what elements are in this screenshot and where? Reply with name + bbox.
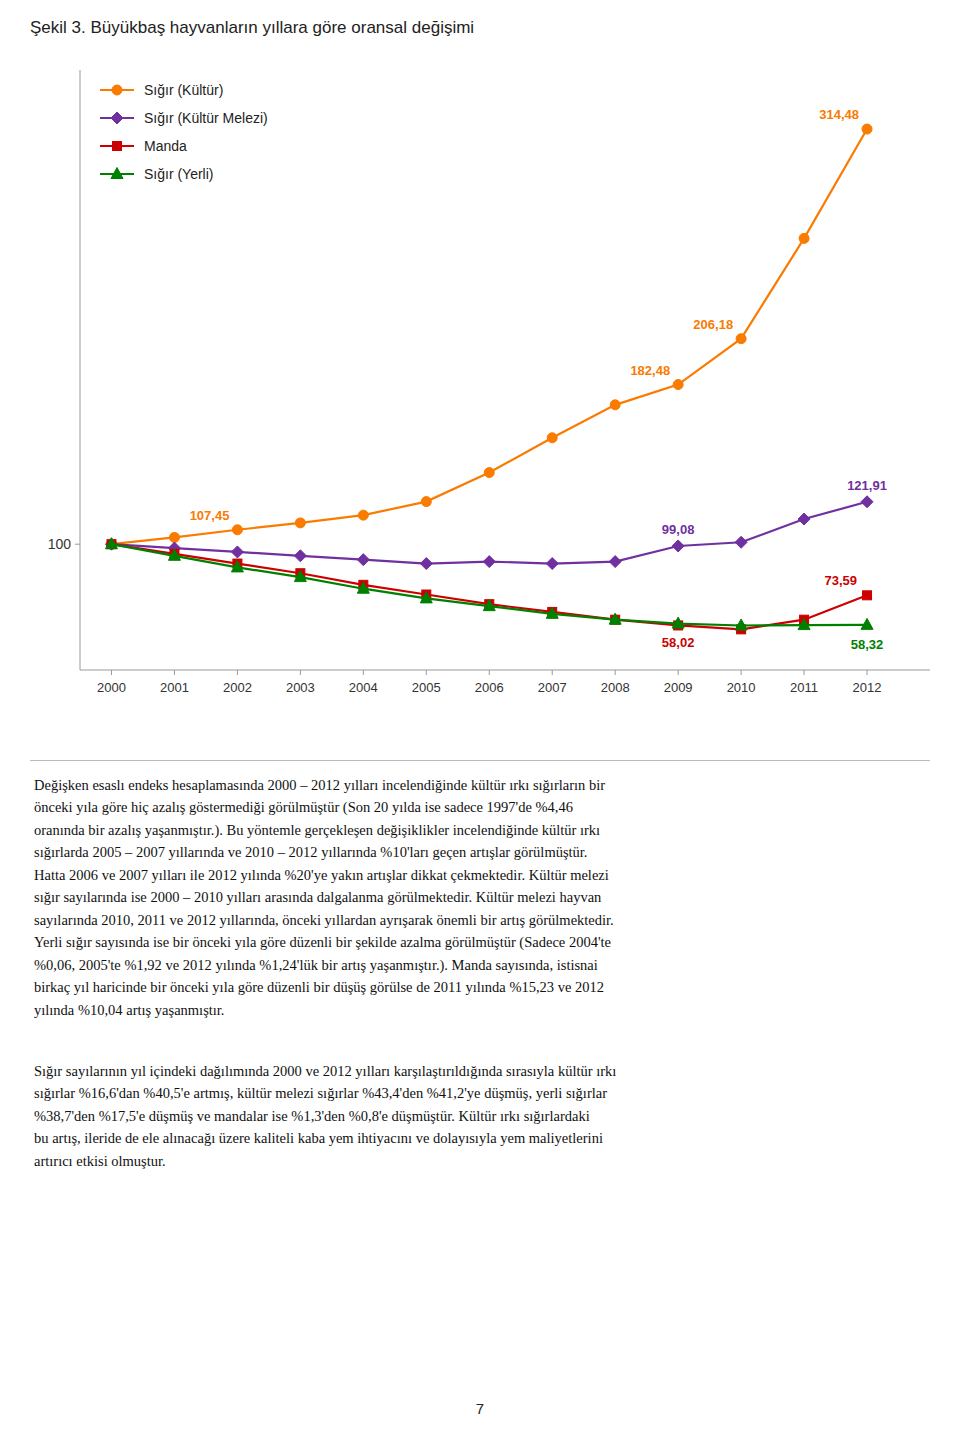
legend-label: Sığır (Kültür): [144, 82, 223, 98]
series-line: [111, 502, 867, 564]
point: [609, 556, 621, 568]
legend-marker: [112, 85, 122, 95]
point: [862, 124, 872, 134]
point: [863, 591, 872, 600]
point: [358, 510, 368, 520]
x-tick: [300, 670, 301, 675]
series-line: [111, 129, 867, 544]
data-label: 206,18: [693, 317, 733, 332]
y-tick: [75, 544, 80, 545]
point: [232, 525, 242, 535]
point: [673, 380, 683, 390]
point: [861, 496, 873, 508]
point: [169, 532, 179, 542]
y-axis: [80, 70, 81, 670]
paragraph: Sığır sayılarının yıl içindeki dağılımın…: [34, 1060, 934, 1172]
point: [420, 592, 432, 603]
legend: Sığır (Kültür) Sığır (Kültür Melezi) Manda…: [100, 82, 268, 182]
point: [483, 556, 495, 568]
x-tick: [489, 670, 490, 675]
x-tick: [741, 670, 742, 675]
x-tick-label: 2010: [727, 680, 756, 695]
x-tick-label: 2012: [853, 680, 882, 695]
legend-marker: [111, 168, 123, 179]
point: [861, 618, 873, 629]
point: [168, 549, 180, 560]
x-tick: [237, 670, 238, 675]
x-tick-label: 2000: [97, 680, 126, 695]
point: [672, 540, 684, 552]
point: [357, 582, 369, 593]
point: [484, 468, 494, 478]
x-tick: [363, 670, 364, 675]
point: [546, 607, 558, 618]
paragraph: Değişken esaslı endeks hesaplamasında 20…: [34, 774, 934, 1021]
chart-title: Şekil 3. Büyükbaş hayvanların yıllara gö…: [30, 18, 474, 38]
point: [231, 546, 243, 558]
point: [672, 617, 684, 628]
point: [546, 558, 558, 570]
x-tick-label: 2004: [349, 680, 378, 695]
point: [735, 619, 747, 630]
data-label: 99,08: [662, 522, 695, 537]
point: [294, 571, 306, 582]
x-tick: [678, 670, 679, 675]
x-tick-label: 2003: [286, 680, 315, 695]
x-tick-label: 2002: [223, 680, 252, 695]
x-tick-label: 2008: [601, 680, 630, 695]
point: [735, 536, 747, 548]
point: [798, 619, 810, 630]
chart: 2000 2001 2002 2003 2004 2005 2006 2007 2008 2009…: [0, 50, 960, 750]
point: [799, 233, 809, 243]
x-tick: [804, 670, 805, 675]
legend-marker: [111, 112, 123, 124]
data-label: 73,59: [824, 573, 857, 588]
legend-label: Sığır (Yerli): [144, 166, 214, 182]
x-tick: [867, 670, 868, 675]
data-label: 182,48: [630, 363, 670, 378]
point: [105, 538, 117, 549]
point: [357, 554, 369, 566]
x-tick: [426, 670, 427, 675]
data-label: 58,02: [662, 635, 695, 650]
x-tick: [111, 670, 112, 675]
legend-label: Manda: [144, 138, 187, 154]
y-tick-label: 100: [48, 536, 72, 552]
point: [295, 518, 305, 528]
series-line: [111, 544, 867, 625]
plot-area: [105, 124, 873, 634]
series-line: [111, 544, 867, 629]
data-label: 107,45: [190, 508, 230, 523]
x-tick: [552, 670, 553, 675]
x-tick-label: 2001: [160, 680, 189, 695]
x-tick-label: 2011: [790, 680, 818, 695]
point: [610, 400, 620, 410]
x-tick-label: 2009: [664, 680, 693, 695]
x-axis: [80, 670, 930, 671]
point: [736, 334, 746, 344]
legend-marker: [113, 142, 122, 151]
point: [231, 561, 243, 572]
point: [421, 497, 431, 507]
data-label: 58,32: [851, 637, 884, 652]
point: [420, 558, 432, 570]
x-tick-label: 2005: [412, 680, 441, 695]
point: [798, 513, 810, 525]
legend-label: Sığır (Kültür Melezi): [144, 110, 268, 126]
data-label: 121,91: [847, 478, 887, 493]
separator: [30, 760, 930, 761]
point: [294, 550, 306, 562]
point: [483, 600, 495, 611]
data-label: 314,48: [819, 107, 859, 122]
page-number: 7: [0, 1400, 960, 1417]
point: [609, 613, 621, 624]
x-tick-label: 2007: [538, 680, 567, 695]
x-tick: [615, 670, 616, 675]
x-tick-label: 2006: [475, 680, 504, 695]
point: [547, 433, 557, 443]
x-tick: [174, 670, 175, 675]
data-labels: 107,45 182,48 206,18 314,48 99,08 121,91 58,02…: [190, 107, 887, 652]
